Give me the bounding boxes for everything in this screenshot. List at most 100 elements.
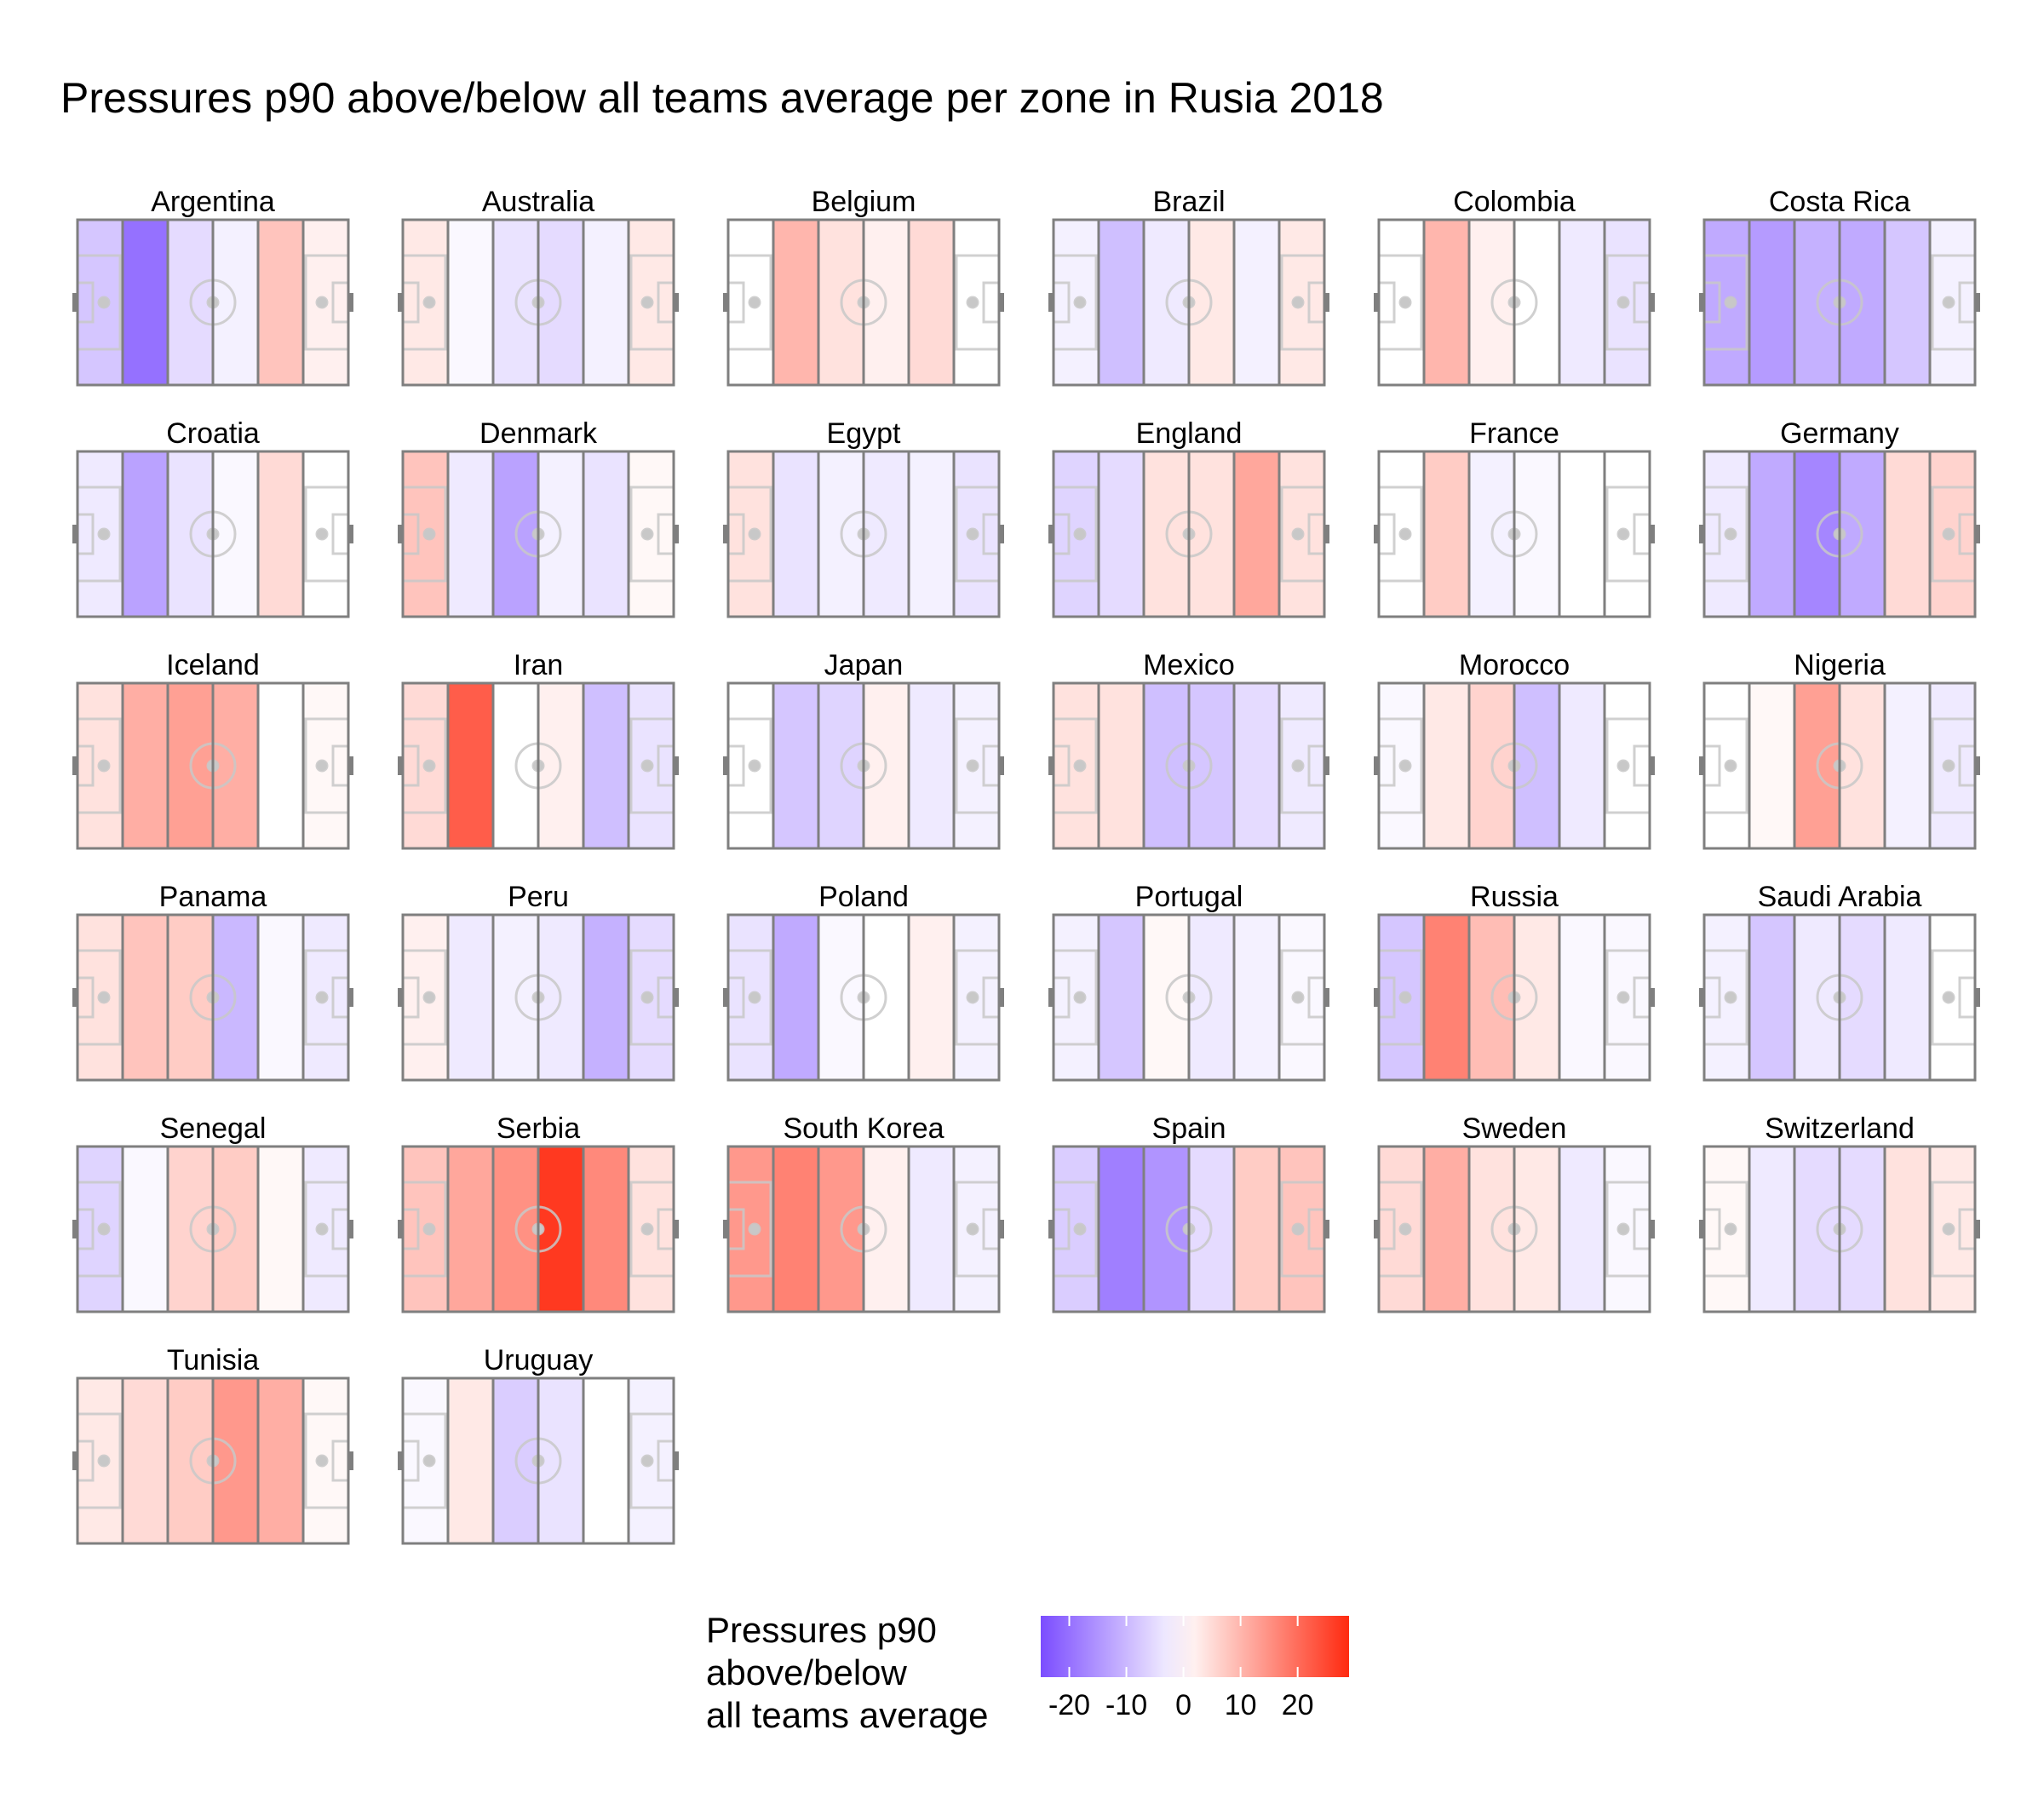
zone-cell bbox=[773, 451, 818, 617]
zone-cell bbox=[448, 915, 493, 1080]
right-penalty-spot bbox=[1942, 296, 1955, 309]
right-penalty-spot bbox=[966, 991, 979, 1004]
pitch-lines bbox=[723, 450, 1004, 618]
legend: Pressures p90 above/below all teams aver… bbox=[706, 1610, 1349, 1735]
pitch-lines bbox=[1374, 913, 1655, 1082]
facet-egypt: Egypt bbox=[723, 417, 1004, 618]
zone-cell bbox=[1234, 451, 1279, 617]
zone-cell bbox=[1559, 220, 1605, 385]
left-penalty-spot bbox=[1073, 527, 1087, 541]
facet-germany: Germany bbox=[1699, 417, 1980, 618]
facet-spain: Spain bbox=[1048, 1112, 1329, 1313]
left-penalty-spot bbox=[97, 527, 111, 541]
right-goal bbox=[999, 756, 1004, 775]
facet-label: Croatia bbox=[166, 417, 260, 450]
left-penalty-spot bbox=[1073, 296, 1087, 309]
facet-label: Germany bbox=[1780, 417, 1899, 450]
facet-label: Tunisia bbox=[167, 1344, 259, 1376]
left-goal bbox=[72, 525, 78, 543]
left-penalty-spot bbox=[1398, 759, 1412, 773]
right-penalty-spot bbox=[315, 527, 329, 541]
left-penalty-spot bbox=[422, 991, 436, 1004]
right-goal bbox=[1324, 1220, 1329, 1238]
left-goal bbox=[1048, 756, 1054, 775]
facet-label: Iran bbox=[514, 649, 564, 681]
zone-cell bbox=[1234, 220, 1279, 385]
zone-cell bbox=[583, 1378, 629, 1543]
facet-uruguay: Uruguay bbox=[398, 1344, 679, 1545]
facet-label: Brazil bbox=[1152, 186, 1225, 218]
zone-cell bbox=[1559, 915, 1605, 1080]
facet-label: Switzerland bbox=[1765, 1112, 1915, 1145]
legend-tick-label: -10 bbox=[1105, 1689, 1147, 1721]
left-penalty-spot bbox=[748, 759, 761, 773]
left-penalty-spot bbox=[97, 1454, 111, 1468]
left-penalty-spot bbox=[748, 296, 761, 309]
left-goal bbox=[723, 1220, 728, 1238]
right-goal bbox=[1324, 988, 1329, 1007]
right-penalty-spot bbox=[1291, 527, 1305, 541]
right-penalty-spot bbox=[1616, 527, 1630, 541]
legend-tick-label: -20 bbox=[1048, 1689, 1090, 1721]
pitch-lines bbox=[1048, 1145, 1329, 1313]
left-goal bbox=[1374, 525, 1379, 543]
left-penalty-spot bbox=[422, 527, 436, 541]
left-penalty-spot bbox=[1398, 991, 1412, 1004]
left-goal bbox=[1048, 293, 1054, 312]
facet-belgium: Belgium bbox=[723, 186, 1004, 387]
facet-label: Mexico bbox=[1143, 649, 1235, 681]
left-goal bbox=[398, 1451, 403, 1470]
zone-cell bbox=[1749, 1146, 1794, 1312]
pitch-lines bbox=[723, 913, 1004, 1082]
left-penalty-spot bbox=[1724, 1222, 1737, 1236]
left-goal bbox=[72, 293, 78, 312]
left-penalty-spot bbox=[97, 759, 111, 773]
right-penalty-spot bbox=[1942, 527, 1955, 541]
left-penalty-spot bbox=[1398, 1222, 1412, 1236]
left-goal bbox=[1374, 756, 1379, 775]
pitch-lines bbox=[398, 913, 679, 1082]
legend-title: Pressures p90 above/below all teams aver… bbox=[706, 1610, 989, 1735]
left-penalty-spot bbox=[422, 296, 436, 309]
right-goal bbox=[1975, 1220, 1980, 1238]
right-penalty-spot bbox=[315, 1454, 329, 1468]
right-goal bbox=[1650, 293, 1655, 312]
zone-cell bbox=[258, 915, 303, 1080]
left-goal bbox=[723, 988, 728, 1007]
pitch-lines bbox=[1699, 913, 1980, 1082]
zone-cell bbox=[773, 1146, 818, 1312]
facet-saudi-arabia: Saudi Arabia bbox=[1699, 881, 1980, 1082]
left-penalty-spot bbox=[1398, 527, 1412, 541]
facet-colombia: Colombia bbox=[1374, 186, 1655, 387]
pitch-lines bbox=[72, 1145, 353, 1313]
pitch-lines bbox=[72, 681, 353, 850]
legend-title-line: above/below bbox=[706, 1652, 908, 1692]
zone-cell bbox=[1749, 220, 1794, 385]
zone-cell bbox=[1099, 1146, 1144, 1312]
zone-cell bbox=[448, 451, 493, 617]
zone-cell bbox=[123, 220, 168, 385]
left-goal bbox=[72, 988, 78, 1007]
right-goal bbox=[999, 988, 1004, 1007]
zone-cell bbox=[1424, 451, 1469, 617]
right-goal bbox=[674, 525, 679, 543]
pitch-lines bbox=[398, 218, 679, 387]
legend-colorbar bbox=[1041, 1616, 1349, 1677]
right-penalty-spot bbox=[640, 296, 654, 309]
facet-denmark: Denmark bbox=[398, 417, 679, 618]
right-penalty-spot bbox=[640, 1454, 654, 1468]
right-goal bbox=[674, 293, 679, 312]
facet-iran: Iran bbox=[398, 649, 679, 850]
right-goal bbox=[348, 1220, 353, 1238]
facet-japan: Japan bbox=[723, 649, 1004, 850]
right-goal bbox=[348, 293, 353, 312]
pitch-lines bbox=[1374, 681, 1655, 850]
right-penalty-spot bbox=[1616, 296, 1630, 309]
right-goal bbox=[1975, 756, 1980, 775]
facet-label: France bbox=[1469, 417, 1559, 450]
right-goal bbox=[674, 1451, 679, 1470]
left-penalty-spot bbox=[1724, 527, 1737, 541]
left-goal bbox=[72, 1220, 78, 1238]
left-penalty-spot bbox=[748, 527, 761, 541]
left-goal bbox=[398, 1220, 403, 1238]
